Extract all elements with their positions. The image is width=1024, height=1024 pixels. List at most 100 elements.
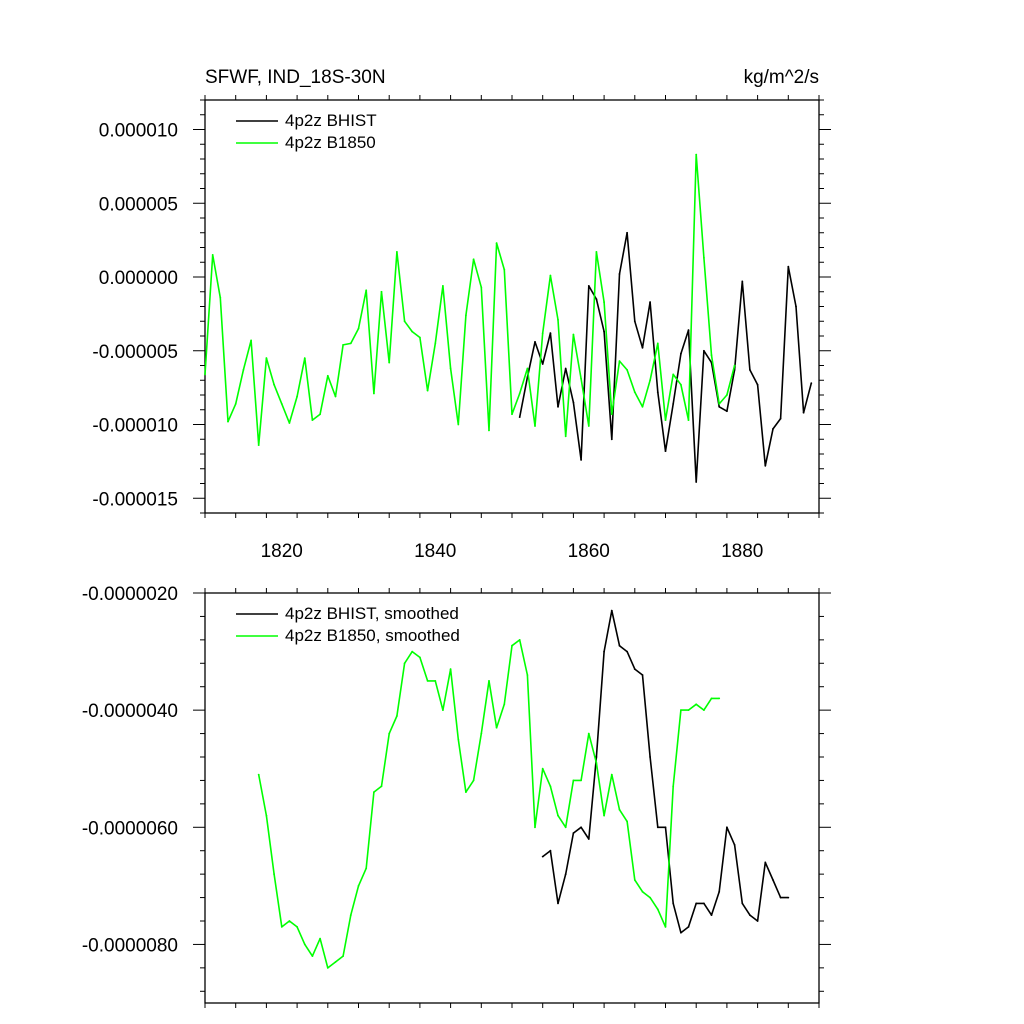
- x-tick-label: 1840: [414, 541, 456, 562]
- data-point: [626, 369, 628, 371]
- data-point: [296, 926, 298, 928]
- data-point: [779, 896, 782, 899]
- data-point: [626, 650, 628, 653]
- data-point: [503, 703, 506, 706]
- data-point: [503, 268, 506, 271]
- x-tick-label: 1820: [261, 541, 303, 562]
- data-point: [641, 890, 644, 893]
- data-point: [280, 403, 283, 405]
- data-point: [472, 258, 475, 261]
- data-point: [595, 298, 598, 300]
- data-point: [603, 330, 605, 333]
- data-point: [610, 609, 613, 612]
- data-point: [442, 285, 444, 287]
- data-point: [557, 814, 559, 817]
- data-point: [426, 389, 429, 392]
- data-point: [373, 791, 375, 793]
- data-point: [265, 357, 268, 359]
- data-point: [242, 369, 245, 371]
- legend-label: 4p2z BHIST, smoothed: [285, 604, 459, 623]
- data-point: [472, 779, 475, 782]
- data-point: [319, 937, 321, 940]
- data-point: [396, 715, 398, 717]
- data-point: [726, 826, 728, 829]
- data-point: [288, 920, 291, 922]
- data-point: [334, 395, 337, 398]
- series-line: [518, 232, 813, 483]
- data-point: [373, 392, 375, 395]
- data-point: [603, 301, 605, 303]
- series-line: [542, 609, 789, 934]
- data-point: [787, 265, 790, 268]
- data-point: [618, 273, 621, 275]
- data-point: [680, 931, 682, 934]
- data-point: [695, 153, 698, 156]
- data-point: [626, 231, 628, 234]
- data-point: [726, 394, 728, 396]
- data-point: [549, 274, 552, 277]
- data-point: [587, 838, 590, 840]
- data-point: [495, 242, 498, 245]
- data-point: [541, 363, 544, 365]
- data-point: [219, 296, 222, 299]
- data-point: [403, 320, 406, 323]
- data-point: [380, 290, 383, 293]
- data-point: [265, 814, 268, 817]
- data-point: [557, 405, 559, 408]
- data-point: [664, 419, 667, 421]
- data-point: [656, 826, 659, 829]
- data-point: [564, 435, 567, 438]
- y-tick-label: 0.000010: [99, 121, 178, 142]
- data-point: [695, 481, 698, 483]
- data-point: [672, 373, 675, 376]
- data-point: [296, 395, 298, 398]
- data-point: [641, 674, 644, 676]
- data-point: [741, 280, 744, 283]
- data-point: [572, 779, 575, 782]
- data-point: [250, 339, 253, 342]
- data-point: [703, 709, 705, 711]
- units-label: kg/m^2/s: [744, 67, 819, 88]
- x-tick-label: 1880: [721, 541, 763, 562]
- y-tick-label: -0.000015: [92, 489, 178, 510]
- data-point: [764, 464, 767, 467]
- data-point: [718, 405, 721, 408]
- data-point: [480, 286, 483, 289]
- data-point: [664, 926, 667, 928]
- data-point: [764, 861, 767, 864]
- data-point: [772, 879, 774, 881]
- data-point: [349, 914, 352, 916]
- data-point: [595, 756, 598, 758]
- plot-frame: [204, 592, 820, 1004]
- data-point: [572, 832, 575, 834]
- chart-title: SFWF, IND_18S-30N: [205, 67, 386, 88]
- data-point: [610, 413, 613, 416]
- data-point: [718, 697, 721, 700]
- data-point: [672, 785, 675, 788]
- data-point: [664, 450, 667, 452]
- data-point: [580, 826, 582, 829]
- data-point: [549, 332, 552, 334]
- data-point: [357, 327, 360, 330]
- data-point: [587, 732, 590, 735]
- data-point: [465, 314, 467, 317]
- data-point: [687, 709, 690, 711]
- series-line: [204, 153, 736, 446]
- data-point: [680, 383, 682, 386]
- data-point: [334, 961, 337, 963]
- data-point: [541, 855, 544, 858]
- data-point: [311, 419, 314, 421]
- data-point: [633, 391, 636, 393]
- data-point: [488, 429, 490, 432]
- data-point: [303, 943, 306, 946]
- data-point: [741, 902, 744, 905]
- data-point: [649, 301, 651, 303]
- data-point: [288, 422, 291, 424]
- data-point: [787, 896, 790, 899]
- data-point: [641, 405, 644, 408]
- data-point: [557, 902, 559, 905]
- y-tick-label: 0.000000: [99, 268, 178, 289]
- data-point: [580, 377, 582, 380]
- data-point: [656, 391, 659, 393]
